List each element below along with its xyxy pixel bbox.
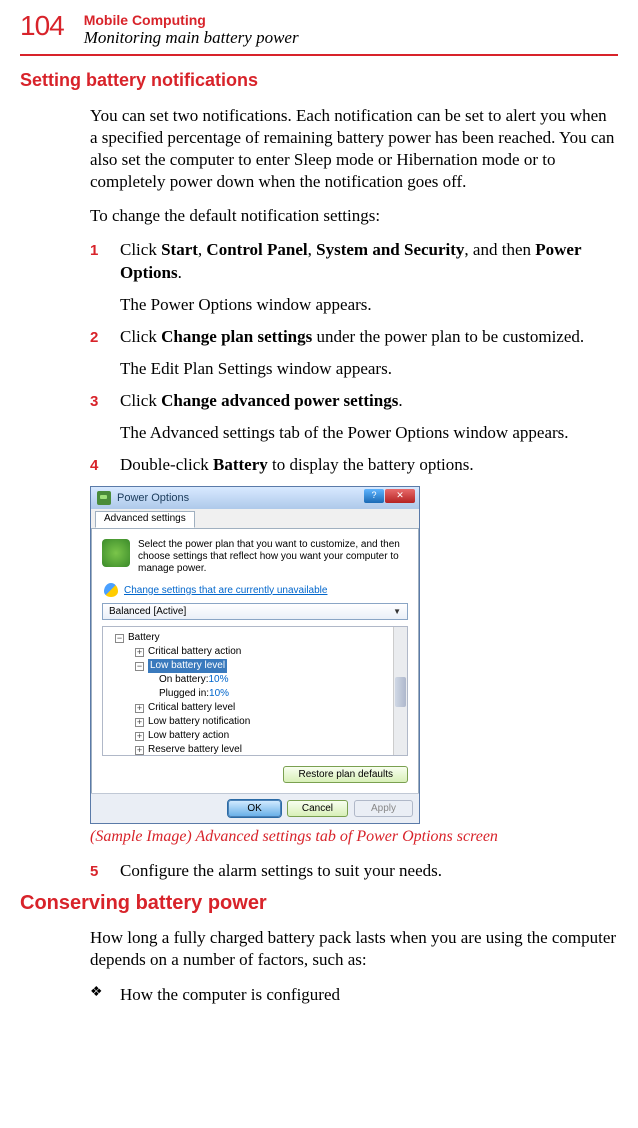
scroll-thumb[interactable] [395, 677, 406, 707]
chevron-down-icon: ▼ [393, 607, 401, 616]
expand-icon[interactable]: + [135, 718, 144, 727]
close-button[interactable]: ✕ [385, 489, 415, 503]
tab-strip: Advanced settings [91, 509, 419, 529]
step-5: 5 Configure the alarm settings to suit y… [90, 860, 618, 882]
restore-defaults-button[interactable]: Restore plan defaults [283, 766, 408, 783]
scrollbar[interactable] [393, 627, 407, 755]
expand-icon[interactable]: + [135, 704, 144, 713]
bullet-icon: ❖ [90, 984, 120, 1006]
header-titles: Mobile Computing Monitoring main battery… [84, 10, 299, 48]
step-number: 4 [90, 454, 120, 476]
para-conserving: How long a fully charged battery pack la… [90, 927, 618, 971]
step-1: 1 Click Start, Control Panel, System and… [90, 239, 618, 283]
help-button[interactable]: ? [364, 489, 384, 503]
heading-conserving: Conserving battery power [20, 892, 618, 915]
dropdown-value: Balanced [Active] [109, 606, 186, 617]
page-header: 104 Mobile Computing Monitoring main bat… [20, 10, 618, 48]
step-number: 2 [90, 326, 120, 348]
tab-advanced[interactable]: Advanced settings [95, 511, 195, 528]
restore-row: Restore plan defaults [102, 756, 408, 783]
tab-content: Select the power plan that you want to c… [91, 529, 419, 793]
expand-icon[interactable]: + [135, 732, 144, 741]
para-tochange: To change the default notification setti… [90, 205, 618, 227]
section-subtitle: Monitoring main battery power [84, 28, 299, 48]
tree-sub-label[interactable]: Plugged in: [159, 687, 209, 701]
tree-root[interactable]: Battery [128, 631, 160, 645]
tree-item[interactable]: Low battery notification [148, 715, 250, 729]
step-number: 1 [90, 239, 120, 283]
power-icon [97, 491, 111, 505]
tree-item[interactable]: Reserve battery level [148, 743, 242, 756]
description-text: Select the power plan that you want to c… [138, 539, 408, 575]
step-text: Click Start, Control Panel, System and S… [120, 239, 618, 283]
window-title: Power Options [117, 492, 189, 504]
step-text: Click Change advanced power settings. [120, 390, 618, 412]
step-text: Double-click Battery to display the batt… [120, 454, 618, 476]
power-options-window: Power Options ? ✕ Advanced settings Sele… [90, 486, 420, 824]
title-bar[interactable]: Power Options ? ✕ [91, 487, 419, 509]
tree-sub-value[interactable]: 10% [208, 673, 228, 687]
cancel-button[interactable]: Cancel [287, 800, 348, 817]
step-2: 2 Click Change plan settings under the p… [90, 326, 618, 348]
step-3: 3 Click Change advanced power settings. [90, 390, 618, 412]
step-1-result: The Power Options window appears. [120, 294, 618, 316]
collapse-icon[interactable]: − [115, 634, 124, 643]
collapse-icon[interactable]: − [135, 662, 144, 671]
step-number: 5 [90, 860, 120, 882]
settings-tree[interactable]: −Battery +Critical battery action −Low b… [102, 626, 408, 756]
apply-button[interactable]: Apply [354, 800, 413, 817]
step-text: Click Change plan settings under the pow… [120, 326, 618, 348]
tree-item-selected[interactable]: Low battery level [148, 659, 227, 673]
step-4: 4 Double-click Battery to display the ba… [90, 454, 618, 476]
expand-icon[interactable]: + [135, 746, 144, 755]
tree-item[interactable]: Low battery action [148, 729, 229, 743]
figure-caption: (Sample Image) Advanced settings tab of … [90, 828, 618, 846]
page-number: 104 [20, 10, 64, 42]
uac-link-row[interactable]: Change settings that are currently unava… [104, 583, 408, 597]
description-row: Select the power plan that you want to c… [102, 539, 408, 575]
step-number: 3 [90, 390, 120, 412]
bullet-1: ❖ How the computer is configured [90, 984, 618, 1006]
para-intro: You can set two notifications. Each noti… [90, 105, 618, 193]
plan-dropdown[interactable]: Balanced [Active] ▼ [102, 603, 408, 620]
shield-icon [104, 583, 118, 597]
figure-power-options: Power Options ? ✕ Advanced settings Sele… [90, 486, 618, 824]
expand-icon[interactable]: + [135, 648, 144, 657]
tree-item[interactable]: Critical battery level [148, 701, 235, 715]
tree-sub-value[interactable]: 10% [209, 687, 229, 701]
battery-icon [102, 539, 130, 567]
step-3-result: The Advanced settings tab of the Power O… [120, 422, 618, 444]
header-rule [20, 54, 618, 56]
chapter-title: Mobile Computing [84, 12, 299, 28]
tree-item[interactable]: Critical battery action [148, 645, 241, 659]
bullet-text: How the computer is configured [120, 984, 340, 1006]
ok-button[interactable]: OK [228, 800, 280, 817]
dialog-button-row: OK Cancel Apply [91, 793, 419, 823]
tree-sub-label[interactable]: On battery: [159, 673, 208, 687]
window-buttons: ? ✕ [364, 489, 415, 503]
change-settings-link[interactable]: Change settings that are currently unava… [124, 585, 327, 596]
step-2-result: The Edit Plan Settings window appears. [120, 358, 618, 380]
step-text: Configure the alarm settings to suit you… [120, 860, 618, 882]
heading-notifications: Setting battery notifications [20, 70, 618, 91]
